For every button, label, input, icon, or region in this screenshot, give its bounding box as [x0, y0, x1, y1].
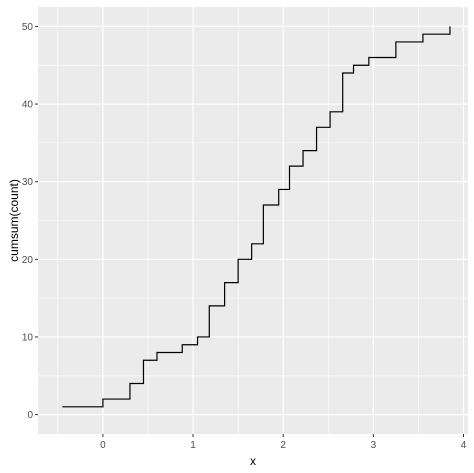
- y-axis-ticks: 0 10 20 30 40 50: [22, 22, 38, 421]
- x-tick-label: 3: [371, 440, 377, 451]
- x-tick-label: 4: [461, 440, 467, 451]
- minor-gridlines: [38, 7, 468, 434]
- x-tick-label: 2: [280, 440, 286, 451]
- y-tick-label: 0: [27, 410, 33, 421]
- y-tick-label: 50: [22, 22, 34, 33]
- x-axis-ticks: 0 1 2 3 4: [100, 434, 467, 451]
- x-tick-label: 0: [100, 440, 106, 451]
- x-tick-label: 1: [190, 440, 196, 451]
- y-tick-label: 20: [22, 255, 34, 266]
- y-tick-label: 10: [22, 332, 34, 343]
- cumsum-step-line: [62, 26, 451, 408]
- major-gridlines: [38, 7, 468, 434]
- y-tick-label: 30: [22, 177, 34, 188]
- y-axis-title: cumsum(count): [7, 179, 21, 262]
- x-axis-title: x: [250, 454, 256, 468]
- y-tick-label: 40: [22, 100, 34, 111]
